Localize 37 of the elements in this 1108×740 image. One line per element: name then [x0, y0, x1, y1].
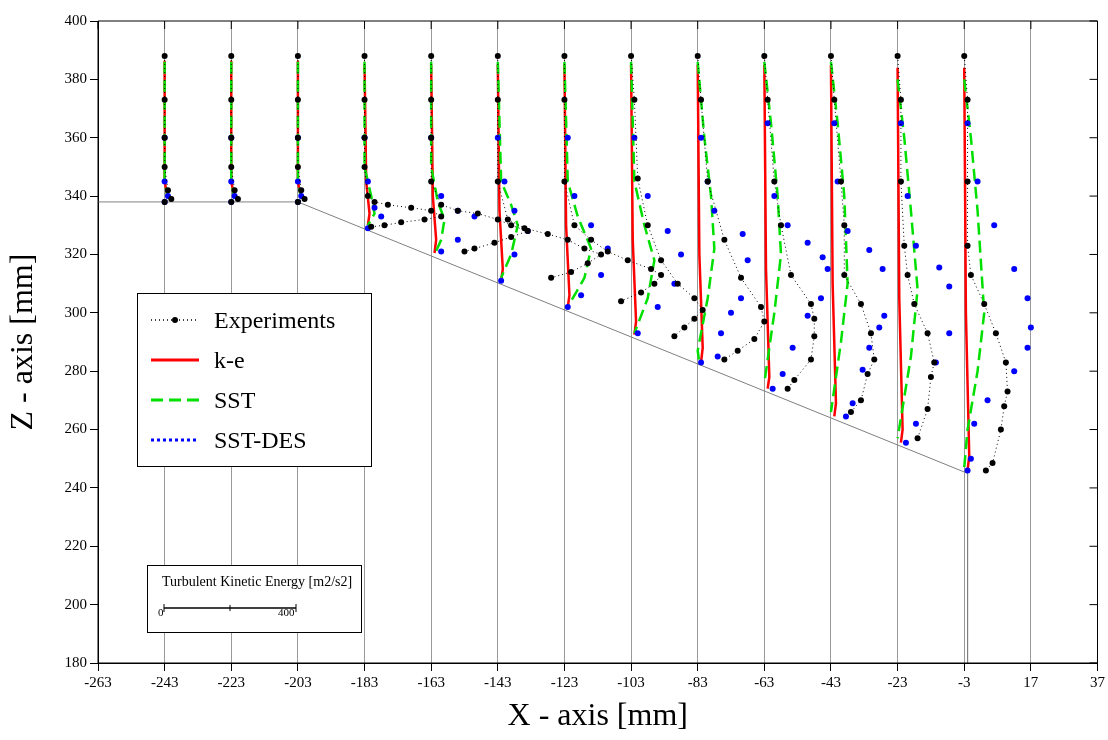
- x-tick-label: -83: [687, 673, 708, 690]
- y-tick-label: 280: [64, 362, 87, 379]
- y-tick-label: 260: [64, 420, 87, 437]
- x-tick-label: -223: [217, 673, 246, 690]
- y-axis-title: Z - axis [mm]: [2, 253, 39, 431]
- legend-label: Experiments: [214, 306, 336, 334]
- legend-label: SST-DES: [214, 426, 307, 454]
- annotation: 0: [158, 606, 164, 618]
- y-tick-label: 300: [64, 303, 87, 320]
- y-tick-label: 400: [64, 11, 87, 28]
- y-tick-label: 240: [64, 478, 87, 495]
- x-tick-label: -183: [350, 673, 379, 690]
- legend-label: SST: [214, 386, 256, 414]
- y-tick-label: 380: [64, 70, 87, 87]
- x-tick-label: -63: [754, 673, 775, 690]
- x-tick-label: -143: [484, 673, 512, 690]
- annotation: 400: [278, 606, 295, 618]
- x-tick-label: -123: [550, 673, 579, 690]
- x-tick-label: -203: [284, 673, 312, 690]
- annotation: Turbulent Kinetic Energy [m2/s2]: [162, 574, 353, 590]
- y-tick-label: 200: [64, 595, 87, 612]
- x-axis-title: X - axis [mm]: [507, 696, 688, 733]
- y-tick-label: 180: [64, 653, 87, 670]
- y-tick-label: 320: [64, 245, 87, 262]
- x-tick-label: -163: [417, 673, 445, 690]
- x-tick-label: -263: [84, 673, 112, 690]
- x-tick-label: -103: [617, 673, 645, 690]
- x-tick-label: -3: [957, 673, 971, 690]
- legend-label: k-e: [214, 346, 245, 374]
- y-tick-label: 340: [64, 187, 87, 204]
- x-tick-label: 17: [1023, 673, 1039, 690]
- x-tick-label: -243: [150, 673, 179, 690]
- y-tick-label: 220: [64, 537, 87, 554]
- x-tick-label: -23: [887, 673, 908, 690]
- y-tick-label: 360: [64, 128, 87, 145]
- x-tick-label: -43: [820, 673, 841, 690]
- x-tick-label: 37: [1090, 673, 1106, 690]
